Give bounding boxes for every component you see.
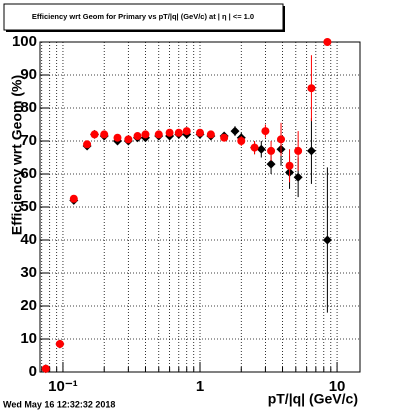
marker — [154, 130, 163, 139]
y-tick-label: 10 — [20, 330, 37, 347]
y-tick-label: 60 — [20, 165, 37, 182]
x-tick-label: 10 — [329, 378, 346, 395]
y-tick-label: 50 — [20, 198, 37, 215]
y-tick-label: 30 — [20, 264, 37, 281]
marker — [55, 339, 64, 348]
marker — [293, 172, 303, 182]
x-tick-label: 10⁻¹ — [48, 378, 78, 395]
marker — [322, 235, 332, 245]
marker — [261, 127, 270, 136]
y-tick-label: 70 — [20, 132, 37, 149]
y-tick-label: 80 — [20, 99, 37, 116]
marker — [323, 38, 332, 46]
marker — [69, 194, 78, 203]
marker — [306, 146, 316, 156]
marker — [256, 144, 266, 154]
marker — [165, 128, 174, 137]
marker — [41, 364, 50, 373]
marker — [113, 133, 122, 142]
x-axis-label: pT/|q| (GeV/c) — [268, 391, 358, 407]
y-tick-label: 20 — [20, 297, 37, 314]
marker — [277, 135, 286, 144]
marker — [124, 135, 133, 144]
marker — [141, 130, 150, 139]
x-tick-label: 1 — [196, 378, 204, 395]
marker — [307, 84, 316, 93]
marker — [237, 137, 246, 145]
footer: Wed May 16 12:32:32 2018 — [3, 399, 115, 409]
marker — [196, 128, 205, 137]
marker — [220, 133, 229, 142]
marker — [266, 159, 276, 169]
marker — [83, 140, 92, 149]
marker — [285, 161, 294, 170]
chart-title: Efficiency wrt Geom for Primary vs pT/|q… — [32, 12, 254, 21]
y-tick-label: 40 — [20, 231, 37, 248]
plot-frame — [39, 41, 361, 373]
marker — [100, 130, 109, 139]
marker — [294, 146, 303, 155]
marker — [250, 143, 259, 152]
marker — [133, 132, 142, 141]
title-box — [3, 3, 284, 31]
marker — [206, 130, 215, 139]
y-tick-label: 0 — [29, 363, 37, 380]
y-tick-label: 90 — [20, 66, 37, 83]
marker — [174, 128, 183, 137]
marker — [267, 146, 276, 155]
marker — [90, 130, 99, 139]
marker — [182, 127, 191, 136]
marker — [230, 126, 240, 136]
y-axis-label: Efficiency wrt Geom (%) — [9, 75, 25, 235]
y-tick-label: 100 — [12, 33, 37, 50]
